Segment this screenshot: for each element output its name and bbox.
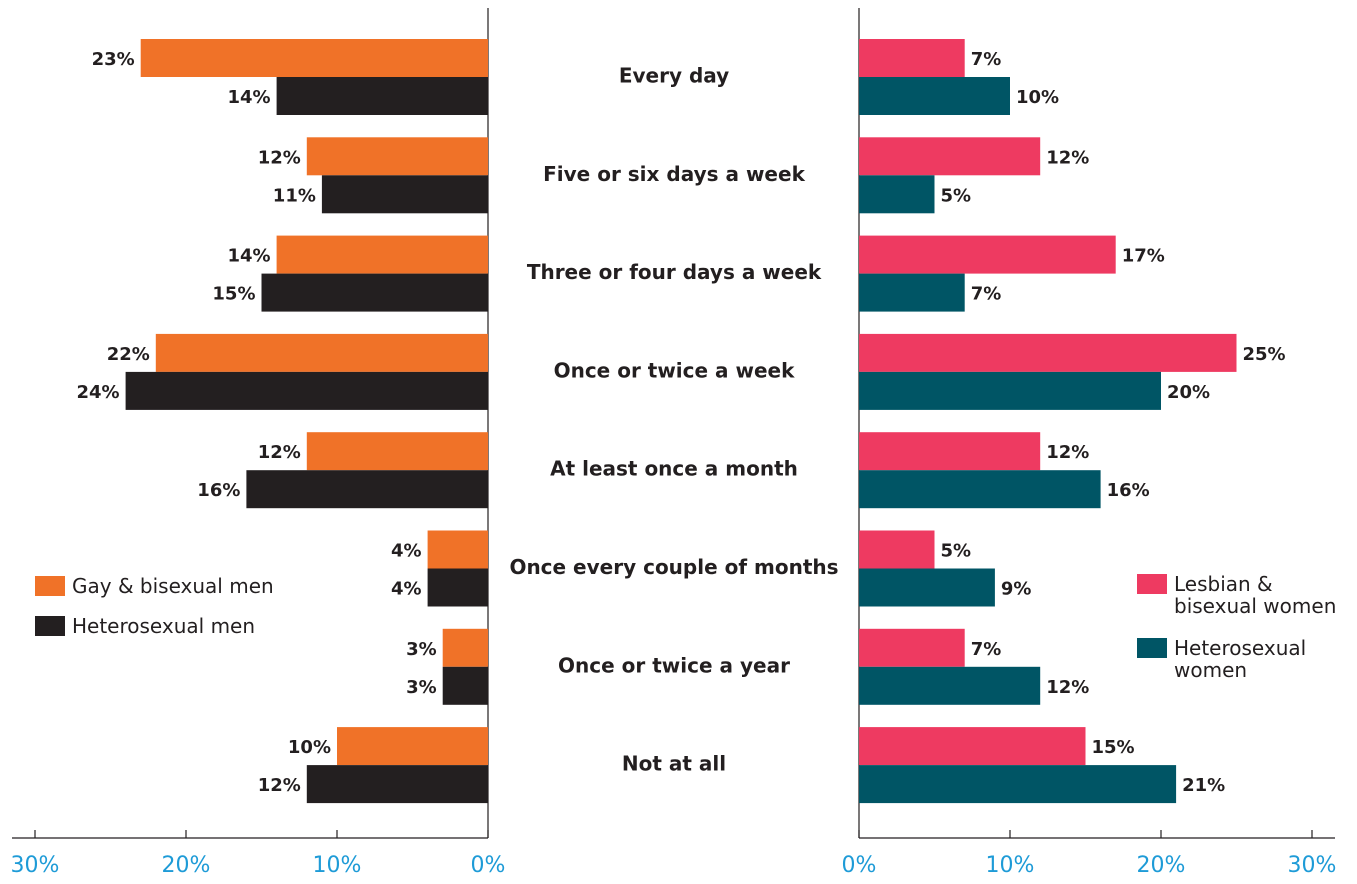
x-tick-label: 10% — [986, 853, 1035, 878]
bar — [859, 273, 965, 312]
data-label: 15% — [212, 284, 255, 305]
data-label: 5% — [941, 185, 972, 206]
data-label: 10% — [288, 737, 331, 758]
category-label: Not at all — [622, 752, 726, 776]
data-label: 12% — [258, 775, 301, 796]
bar — [859, 137, 1041, 176]
data-label: 4% — [391, 579, 422, 600]
legend-swatch — [1137, 574, 1167, 594]
bar — [859, 371, 1161, 410]
bar — [261, 273, 488, 312]
data-label: 5% — [941, 541, 972, 562]
category-label: Every day — [619, 64, 729, 88]
data-label: 7% — [971, 284, 1002, 305]
data-label: 16% — [197, 480, 240, 501]
data-label: 21% — [1182, 775, 1225, 796]
category-label: Once every couple of months — [509, 555, 838, 579]
x-tick-label: 20% — [1137, 853, 1186, 878]
legend-swatch — [35, 576, 65, 596]
legend-label: Lesbian & bisexual women — [1174, 572, 1337, 618]
bar — [155, 333, 489, 372]
bar — [306, 137, 488, 176]
data-label: 24% — [77, 382, 120, 403]
x-tick-label: 0% — [471, 853, 506, 878]
bar — [859, 333, 1237, 372]
bar — [859, 77, 1010, 115]
bar — [125, 371, 488, 410]
data-label: 17% — [1122, 246, 1165, 267]
data-label: 4% — [391, 541, 422, 562]
bar — [859, 765, 1177, 804]
legend-label: Heterosexual women — [1174, 636, 1307, 682]
bar — [306, 765, 488, 804]
bar — [859, 470, 1101, 509]
data-label: 20% — [1167, 382, 1210, 403]
bar — [337, 727, 488, 766]
bar — [321, 175, 488, 214]
data-label: 25% — [1243, 344, 1286, 365]
data-label: 12% — [1046, 677, 1089, 698]
legend-label: Heterosexual men — [72, 614, 256, 638]
category-label: Five or six days a week — [543, 162, 805, 186]
bar — [442, 666, 488, 705]
bar — [859, 530, 935, 569]
data-label: 16% — [1107, 480, 1150, 501]
data-label: 11% — [273, 185, 316, 206]
bar — [859, 175, 935, 214]
category-label: Once or twice a year — [558, 653, 790, 677]
data-label: 14% — [228, 246, 271, 267]
data-label: 22% — [107, 344, 150, 365]
bar — [859, 628, 965, 667]
data-label: 12% — [258, 147, 301, 168]
x-tick-label: 30% — [1288, 853, 1337, 878]
category-label: Once or twice a week — [554, 358, 796, 382]
data-label: 3% — [406, 639, 437, 660]
legend-swatch — [1137, 638, 1167, 658]
data-label: 15% — [1092, 737, 1135, 758]
data-label: 9% — [1001, 579, 1032, 600]
legend-label: Gay & bisexual men — [72, 574, 274, 598]
bar — [306, 432, 488, 471]
category-label: Three or four days a week — [527, 260, 822, 284]
category-label: At least once a month — [550, 457, 798, 481]
x-tick-label: 20% — [162, 853, 211, 878]
bar — [427, 530, 488, 569]
bar — [859, 568, 995, 607]
bar — [276, 77, 488, 115]
data-label: 14% — [228, 87, 271, 108]
data-label: 12% — [1046, 147, 1089, 168]
bar — [859, 432, 1041, 471]
bar — [859, 39, 965, 77]
x-tick-label: 30% — [11, 853, 60, 878]
data-label: 12% — [1046, 442, 1089, 463]
x-tick-label: 10% — [313, 853, 362, 878]
legend-swatch — [35, 616, 65, 636]
bar — [442, 628, 488, 667]
data-label: 7% — [971, 639, 1002, 660]
bar — [859, 235, 1116, 274]
data-label: 23% — [92, 49, 135, 70]
bar — [859, 727, 1086, 766]
data-label: 12% — [258, 442, 301, 463]
bar — [276, 235, 488, 274]
data-label: 10% — [1016, 87, 1059, 108]
data-label: 3% — [406, 677, 437, 698]
bar — [140, 39, 488, 77]
bar — [427, 568, 488, 607]
bar — [246, 470, 488, 509]
x-tick-label: 0% — [842, 853, 877, 878]
bar — [859, 666, 1041, 705]
data-label: 7% — [971, 49, 1002, 70]
